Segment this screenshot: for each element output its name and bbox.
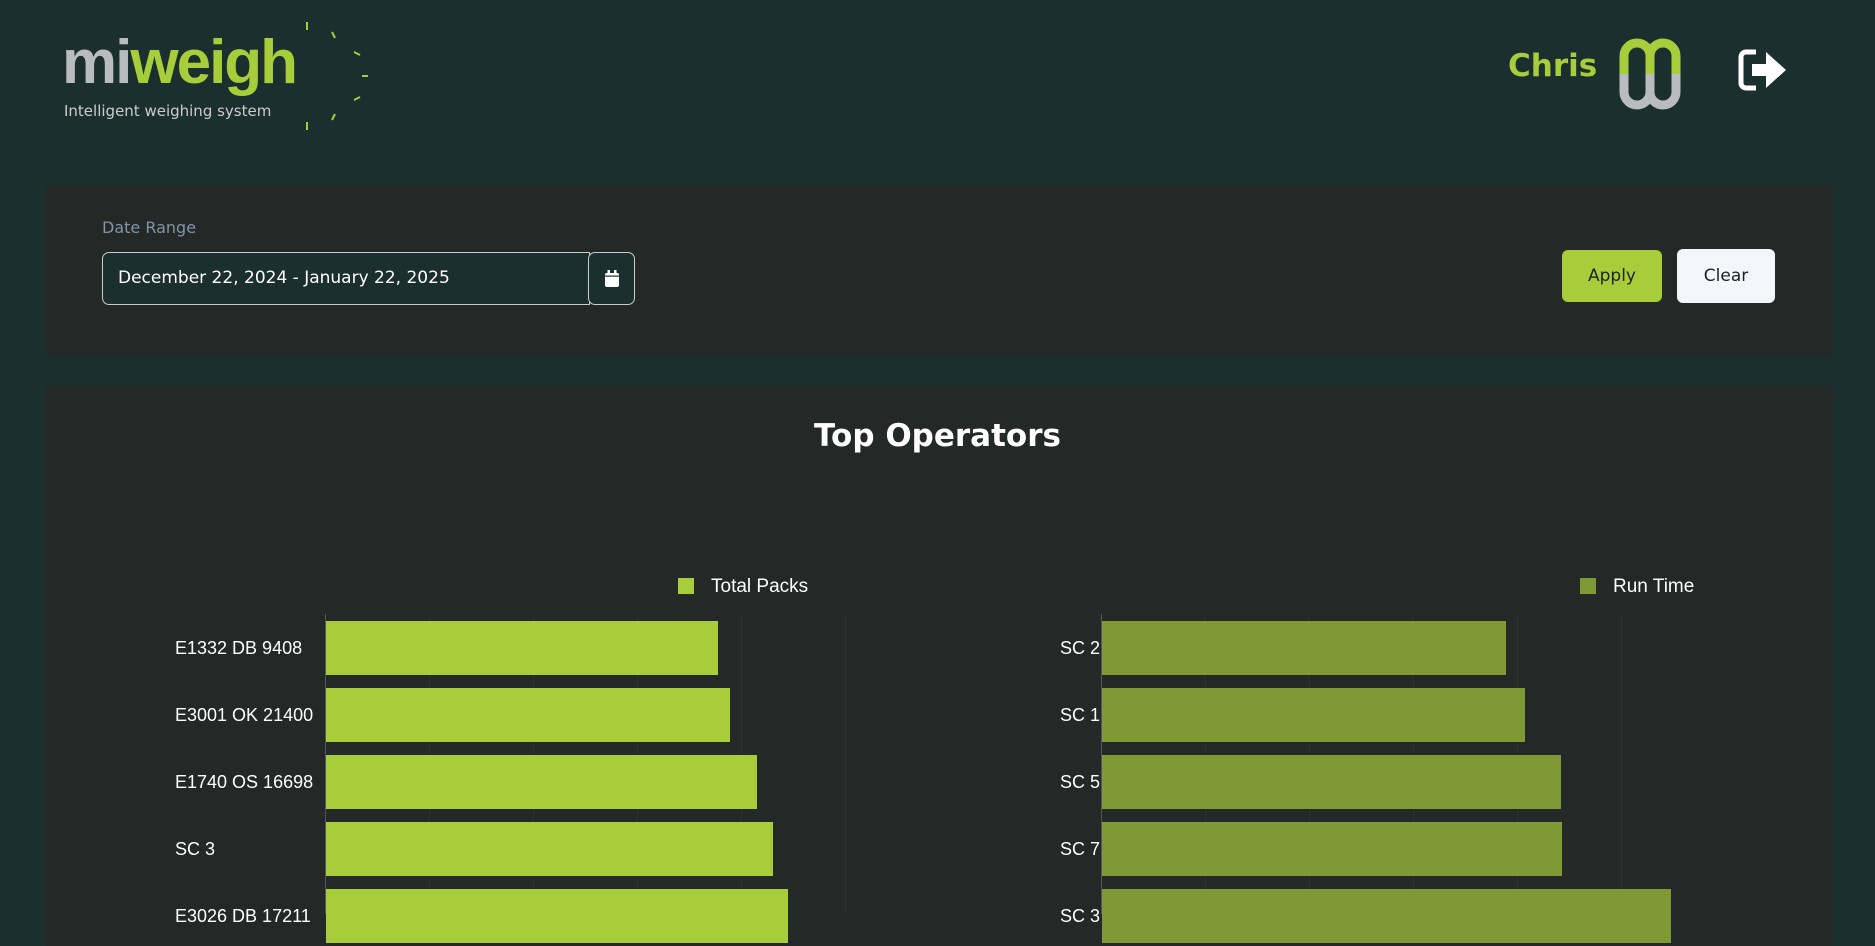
miweigh-m-logo xyxy=(1619,38,1681,110)
sign-out-icon[interactable] xyxy=(1738,48,1790,92)
bar[interactable] xyxy=(326,889,788,943)
bar[interactable] xyxy=(1102,755,1562,809)
category-label: SC 2 xyxy=(1060,638,1101,658)
bar[interactable] xyxy=(1102,822,1563,876)
bar[interactable] xyxy=(326,755,757,809)
legend-swatch-total-packs xyxy=(678,578,694,594)
logo-tagline: Intelligent weighing system xyxy=(64,102,272,120)
bar[interactable] xyxy=(1102,621,1507,675)
y-axis-line xyxy=(1101,614,1102,914)
miweigh-logo: miweigh Intelligent weighing system xyxy=(62,20,372,132)
category-label: E1332 DB 9408 xyxy=(175,638,303,658)
top-operators-panel xyxy=(45,386,1833,946)
date-range-label: Date Range xyxy=(102,218,197,237)
category-label: E3026 DB 17211 xyxy=(175,906,311,926)
category-label: SC 7 xyxy=(1060,839,1101,859)
logo-weigh: weigh xyxy=(130,28,298,97)
legend-run-time[interactable]: Run Time xyxy=(1613,576,1695,597)
user-name: Chris xyxy=(1508,48,1598,84)
category-label: SC 3 xyxy=(1060,906,1101,926)
calendar-icon xyxy=(604,269,619,287)
category-label: E3001 OK 21400 xyxy=(175,705,314,725)
legend-swatch-run-time xyxy=(1580,578,1596,594)
bar[interactable] xyxy=(326,621,719,675)
bar[interactable] xyxy=(326,822,774,876)
bar[interactable] xyxy=(1102,688,1526,742)
gridline xyxy=(845,614,846,914)
calendar-button[interactable] xyxy=(588,252,635,305)
bar[interactable] xyxy=(1102,889,1672,943)
clear-button[interactable]: Clear xyxy=(1677,249,1775,303)
logo-mi: mi xyxy=(62,28,132,97)
category-label: SC 3 xyxy=(175,839,216,859)
y-axis-line xyxy=(325,614,326,914)
apply-button[interactable]: Apply xyxy=(1562,250,1662,302)
bar[interactable] xyxy=(326,688,731,742)
category-label: SC 1 xyxy=(1060,705,1101,725)
date-range-input[interactable]: December 22, 2024 - January 22, 2025 xyxy=(102,252,590,305)
chart-title: Top Operators xyxy=(814,418,1061,454)
scale-dial-icon xyxy=(306,22,368,130)
category-label: E1740 OS 16698 xyxy=(175,772,314,792)
legend-total-packs[interactable]: Total Packs xyxy=(711,576,809,597)
category-label: SC 5 xyxy=(1060,772,1101,792)
gridline xyxy=(1621,614,1622,914)
